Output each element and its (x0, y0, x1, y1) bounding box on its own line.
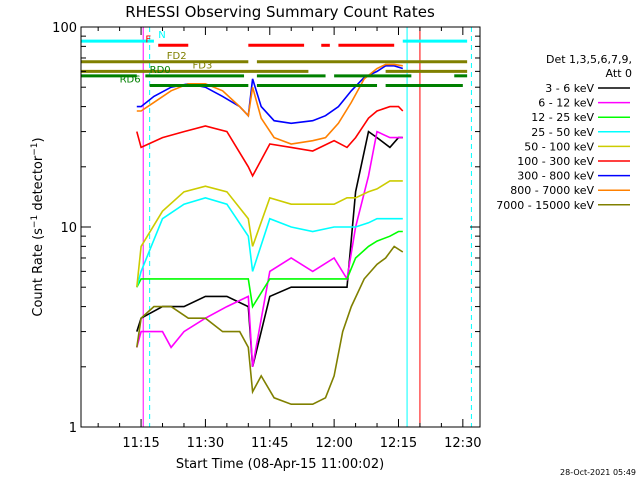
x-axis: 11:15 11:30 11:45 12:00 12:15 12:30 (97, 27, 482, 451)
x-tick-label-0: 11:15 (122, 436, 159, 451)
legend-label-6: 300 - 800 keV (517, 170, 594, 183)
series-line-1 (136, 130, 403, 367)
x-tick-label-5: 12:30 (444, 436, 481, 451)
series-line-5 (136, 105, 404, 178)
x-tick-label-2: 11:45 (251, 436, 288, 451)
legend-label-3: 25 - 50 keV (531, 126, 594, 139)
series-line-8 (136, 245, 404, 406)
legend: Det 1,3,5,6,7,9, Att 0 3 - 6 keV 6 - 12 k… (496, 53, 632, 212)
y-axis-label: Count Rate (s−1 detector−1) (30, 137, 46, 316)
legend-label-4: 50 - 100 keV (524, 140, 594, 153)
state-bars: NF FD2 FD3 RD0 RD6 (81, 30, 468, 87)
state-bar-label-3: FD3 (193, 60, 213, 71)
plot-area: NF FD2 FD3 RD0 RD6 (80, 26, 481, 428)
x-axis-label: Start Time (08-Apr-15 11:00:02) (176, 457, 384, 472)
series-lines (136, 63, 404, 406)
state-bar-label-0: N (158, 30, 165, 41)
y-axis: 1 10 100 (52, 21, 480, 436)
legend-label-1: 6 - 12 keV (538, 97, 594, 110)
legend-header-line-2: Att 0 (606, 67, 632, 80)
series-line-0 (136, 130, 403, 367)
state-bar-label-5: RD6 (120, 74, 141, 85)
state-bar-label-4: RD0 (150, 65, 171, 76)
state-bar-label-1: F (145, 34, 151, 45)
series-line-7 (136, 63, 403, 145)
series-line-3 (136, 196, 403, 288)
series-line-2 (136, 230, 403, 309)
legend-label-0: 3 - 6 keV (545, 82, 594, 95)
series-line-4 (136, 180, 403, 288)
y-tick-label-0: 1 (69, 421, 77, 436)
x-tick-label-1: 11:30 (187, 436, 224, 451)
legend-label-5: 100 - 300 keV (517, 155, 594, 168)
legend-label-8: 7000 - 15000 keV (496, 199, 594, 212)
x-tick-label-3: 12:00 (315, 436, 352, 451)
timestamp: 28-Oct-2021 05:49 (560, 468, 636, 477)
legend-header-line-1: Det 1,3,5,6,7,9, (546, 53, 632, 66)
y-tick-label-2: 100 (52, 21, 77, 36)
y-tick-label-1: 10 (60, 221, 77, 236)
legend-label-7: 800 - 7000 keV (510, 184, 594, 197)
x-tick-label-4: 12:15 (380, 436, 417, 451)
chart-title: RHESSI Observing Summary Count Rates (125, 3, 435, 21)
state-bar-label-2: FD2 (167, 51, 187, 62)
legend-label-2: 12 - 25 keV (531, 111, 594, 124)
